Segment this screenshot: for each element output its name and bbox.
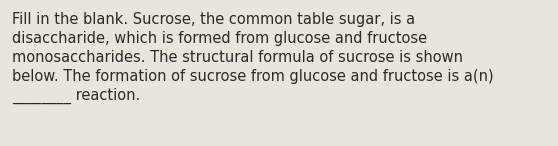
Text: monosaccharides. The structural formula of sucrose is shown: monosaccharides. The structural formula …	[12, 50, 463, 65]
Text: below. The formation of sucrose from glucose and fructose is a(n): below. The formation of sucrose from glu…	[12, 69, 494, 84]
Text: Fill in the blank. Sucrose, the common table sugar, is a: Fill in the blank. Sucrose, the common t…	[12, 12, 415, 27]
Text: disaccharide, which is formed from glucose and fructose: disaccharide, which is formed from gluco…	[12, 31, 427, 46]
Text: ________ reaction.: ________ reaction.	[12, 88, 140, 104]
